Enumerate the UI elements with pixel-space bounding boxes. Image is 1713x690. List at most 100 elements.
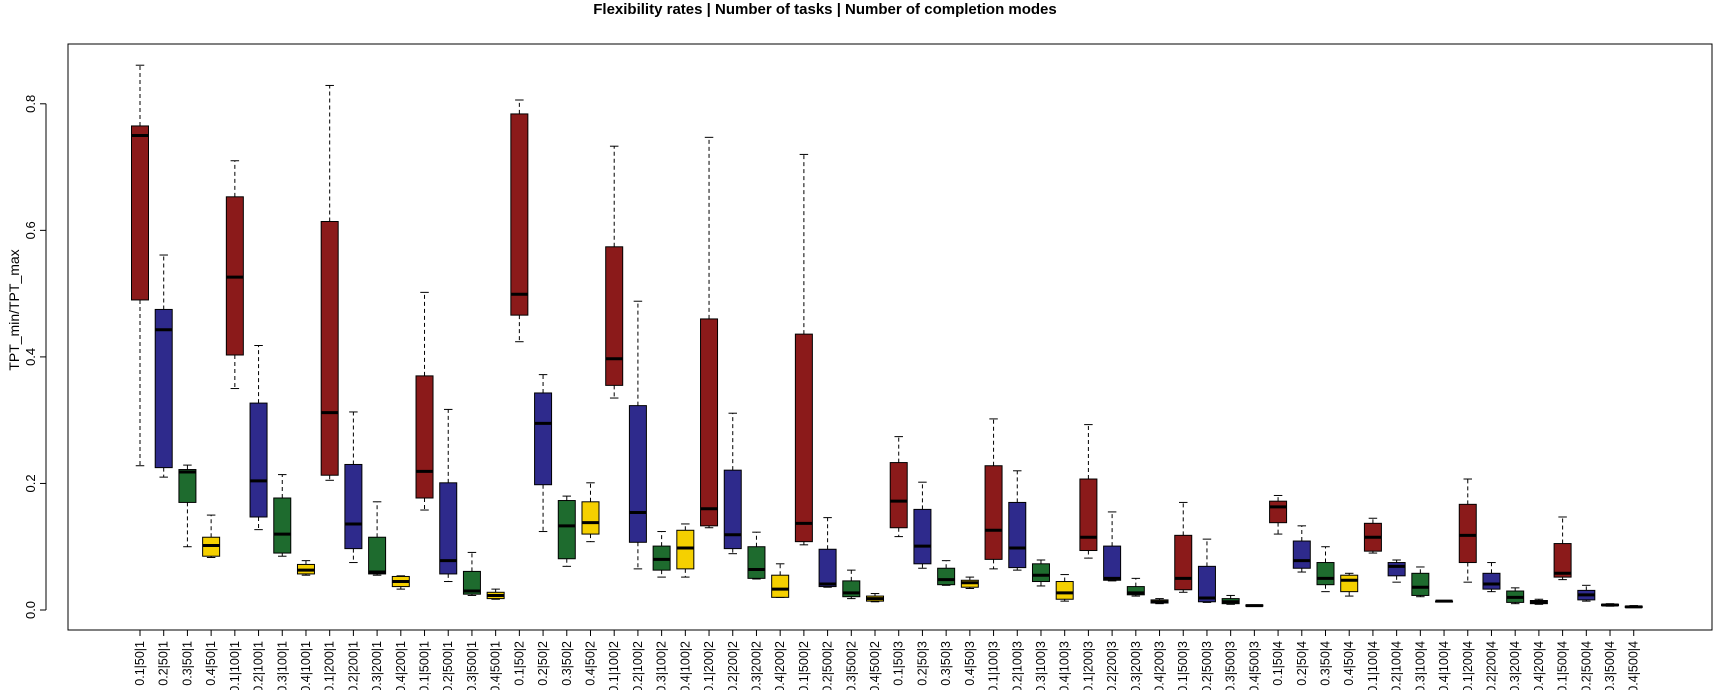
y-tick-label: 0.0 — [23, 601, 38, 619]
box-0.4-500-1 — [486, 588, 505, 600]
x-tick-label: 0.2|500|2 — [821, 641, 835, 690]
iqr-box — [913, 508, 932, 565]
box-0.1-100-2 — [605, 145, 624, 399]
iqr-box — [1174, 534, 1193, 591]
iqr-box — [1340, 574, 1359, 593]
iqr-box — [154, 308, 173, 469]
iqr-box — [1411, 572, 1430, 596]
x-tick-label: 0.3|200|2 — [749, 641, 763, 690]
box-0.1-200-2 — [700, 136, 719, 529]
box-0.4-50-1 — [202, 514, 221, 558]
x-tick-label: 0.4|100|3 — [1058, 641, 1072, 690]
box-0.2-50-1 — [154, 254, 173, 478]
x-tick-label: 0.4|500|1 — [489, 641, 503, 690]
iqr-box — [368, 536, 387, 575]
iqr-box — [439, 482, 458, 575]
iqr-box — [1031, 563, 1050, 583]
x-tick-label: 0.1|200|3 — [1081, 641, 1095, 690]
x-tick-label: 0.3|200|1 — [370, 641, 384, 690]
x-tick-label: 0.2|500|1 — [441, 641, 455, 690]
x-tick-label: 0.3|50|4 — [1319, 641, 1333, 686]
box-0.1-200-4 — [1458, 478, 1477, 583]
x-tick-label: 0.2|200|3 — [1105, 641, 1119, 690]
x-tick-label: 0.2|200|4 — [1484, 641, 1498, 690]
box-0.2-200-1 — [344, 411, 363, 564]
x-axis: 0.1|50|1 0.2|50|1 0.3|50|1 0.4|50|1 0.1|100|… — [133, 629, 1641, 690]
x-tick-label: 0.3|100|3 — [1034, 641, 1048, 690]
x-tick-label: 0.1|200|2 — [702, 641, 716, 690]
x-tick-label: 0.1|500|4 — [1556, 641, 1570, 690]
box-0.4-50-2 — [581, 482, 600, 543]
x-tick-label: 0.2|50|1 — [157, 641, 171, 686]
iqr-box — [771, 574, 790, 598]
iqr-box — [320, 220, 339, 476]
x-tick-label: 0.1|50|2 — [512, 641, 526, 686]
iqr-box — [676, 529, 695, 570]
x-tick-label: 0.4|100|2 — [678, 641, 692, 690]
iqr-box — [273, 497, 292, 554]
box-0.2-500-3 — [1197, 538, 1216, 603]
box-0.3-100-4 — [1411, 566, 1430, 598]
x-tick-label: 0.4|500|3 — [1247, 641, 1261, 690]
box-0.1-200-1 — [320, 84, 339, 481]
x-tick-label: 0.1|500|1 — [418, 641, 432, 690]
x-tick-label: 0.2|200|1 — [346, 641, 360, 690]
boxes-layer — [131, 64, 1643, 609]
x-tick-label: 0.2|50|2 — [536, 641, 550, 686]
iqr-box — [628, 405, 647, 543]
x-tick-label: 0.4|200|4 — [1532, 641, 1546, 690]
box-0.4-500-2 — [866, 593, 885, 603]
x-tick-label: 0.3|500|2 — [844, 641, 858, 690]
box-0.3-500-1 — [462, 551, 481, 596]
box-0.2-200-2 — [723, 412, 742, 555]
iqr-box — [1008, 501, 1027, 569]
box-0.2-50-2 — [534, 374, 553, 533]
x-tick-label: 0.2|100|4 — [1390, 641, 1404, 690]
box-0.2-200-4 — [1482, 562, 1501, 593]
box-0.2-50-3 — [913, 481, 932, 569]
x-tick-label: 0.4|100|1 — [299, 641, 313, 690]
y-tick-label: 0.6 — [23, 221, 38, 239]
x-tick-label: 0.3|500|4 — [1603, 641, 1617, 690]
box-0.4-500-3 — [1245, 604, 1264, 608]
y-axis-label: TPT_min/TPT_max — [6, 249, 22, 370]
box-0.2-100-1 — [249, 345, 268, 531]
iqr-box — [984, 465, 1003, 560]
box-0.4-100-2 — [676, 523, 695, 578]
iqr-box — [1482, 572, 1501, 590]
box-0.2-500-2 — [818, 517, 837, 588]
x-tick-label: 0.4|50|2 — [583, 641, 597, 686]
x-tick-label: 0.4|500|4 — [1627, 641, 1641, 690]
box-0.1-50-2 — [510, 99, 529, 343]
box-0.1-50-4 — [1269, 494, 1288, 535]
box-0.3-100-1 — [273, 474, 292, 557]
x-tick-label: 0.2|100|1 — [252, 641, 266, 690]
iqr-box — [415, 375, 434, 499]
iqr-box — [700, 318, 719, 527]
x-tick-label: 0.4|50|3 — [963, 641, 977, 686]
y-tick-label: 0.2 — [23, 474, 38, 492]
box-0.4-50-4 — [1340, 572, 1359, 597]
box-0.3-50-3 — [937, 560, 956, 586]
x-tick-label: 0.1|100|4 — [1366, 641, 1380, 690]
box-0.4-500-4 — [1624, 605, 1643, 609]
box-0.4-100-1 — [296, 560, 315, 576]
box-0.3-100-2 — [652, 531, 671, 578]
box-0.1-100-4 — [1363, 517, 1382, 554]
box-0.1-100-3 — [984, 418, 1003, 570]
x-tick-label: 0.3|50|2 — [560, 641, 574, 686]
box-0.4-100-3 — [1055, 574, 1074, 602]
box-0.4-100-4 — [1435, 599, 1454, 603]
box-0.3-200-3 — [1126, 577, 1145, 597]
x-tick-label: 0.1|100|3 — [987, 641, 1001, 690]
x-tick-label: 0.3|200|4 — [1508, 641, 1522, 690]
box-0.3-500-4 — [1601, 603, 1620, 607]
iqr-box — [1197, 565, 1216, 603]
iqr-box — [249, 402, 268, 518]
iqr-box — [1126, 586, 1145, 596]
x-tick-label: 0.1|50|1 — [133, 641, 147, 686]
iqr-box — [1103, 545, 1122, 581]
box-0.3-50-4 — [1316, 546, 1335, 593]
box-0.3-500-3 — [1221, 594, 1240, 605]
